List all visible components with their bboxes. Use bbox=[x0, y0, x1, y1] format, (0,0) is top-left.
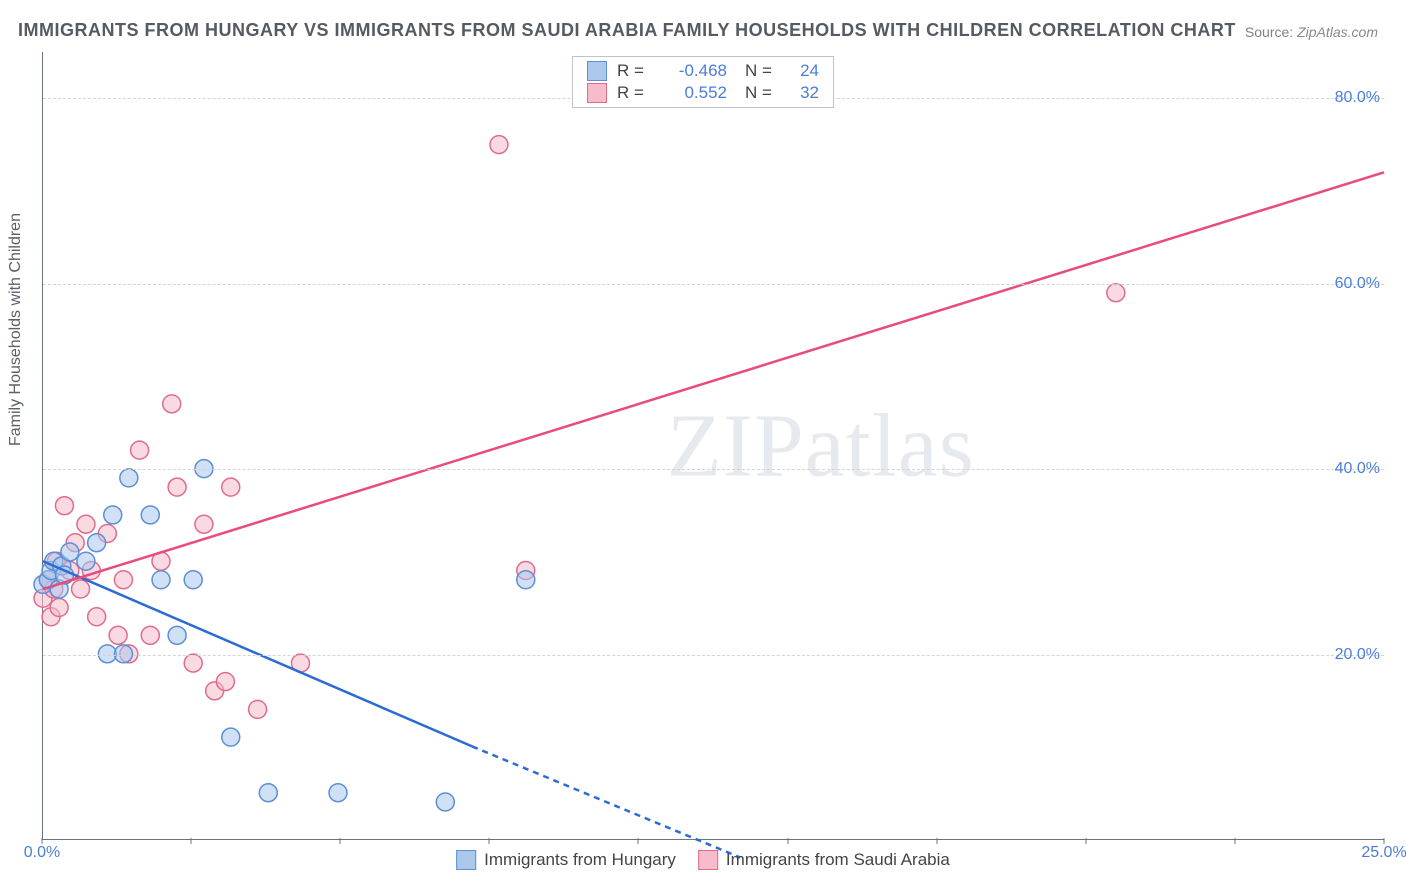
source-attribution: Source: ZipAtlas.com bbox=[1245, 24, 1378, 40]
data-point bbox=[141, 506, 159, 524]
scatter-plot-svg bbox=[43, 52, 1384, 839]
data-point bbox=[109, 626, 127, 644]
data-point bbox=[163, 395, 181, 413]
chart-plot-area: ZIPatlas bbox=[42, 52, 1384, 840]
gridline bbox=[43, 469, 1384, 470]
n-value: 24 bbox=[789, 61, 819, 81]
r-value: -0.468 bbox=[661, 61, 727, 81]
data-point bbox=[222, 728, 240, 746]
chart-title: IMMIGRANTS FROM HUNGARY VS IMMIGRANTS FR… bbox=[18, 20, 1236, 41]
x-tick-mark bbox=[936, 838, 937, 844]
data-point bbox=[141, 626, 159, 644]
gridline bbox=[43, 284, 1384, 285]
y-tick-label: 40.0% bbox=[1335, 460, 1380, 478]
legend-label: Immigrants from Saudi Arabia bbox=[726, 850, 950, 870]
data-point bbox=[88, 608, 106, 626]
data-point bbox=[61, 543, 79, 561]
legend-item: Immigrants from Saudi Arabia bbox=[698, 850, 950, 870]
data-point bbox=[104, 506, 122, 524]
data-point bbox=[249, 700, 267, 718]
data-point bbox=[168, 478, 186, 496]
legend-item: Immigrants from Hungary bbox=[456, 850, 676, 870]
source-label: Source: bbox=[1245, 24, 1293, 40]
x-tick-label: 0.0% bbox=[24, 844, 60, 862]
data-point bbox=[55, 497, 73, 515]
n-value: 32 bbox=[789, 83, 819, 103]
y-axis-label: Family Households with Children bbox=[7, 213, 25, 446]
legend-swatch bbox=[587, 61, 607, 81]
r-label: R = bbox=[617, 61, 651, 81]
x-tick-mark bbox=[489, 838, 490, 844]
data-point bbox=[195, 515, 213, 533]
correlation-legend: R = -0.468 N = 24 R = 0.552 N = 32 bbox=[572, 56, 834, 108]
legend-label: Immigrants from Hungary bbox=[484, 850, 676, 870]
data-point bbox=[216, 673, 234, 691]
n-label: N = bbox=[745, 61, 779, 81]
y-tick-label: 80.0% bbox=[1335, 89, 1380, 107]
x-tick-mark bbox=[638, 838, 639, 844]
x-tick-label: 25.0% bbox=[1361, 844, 1406, 862]
data-point bbox=[490, 136, 508, 154]
gridline bbox=[43, 655, 1384, 656]
data-point bbox=[259, 784, 277, 802]
x-tick-mark bbox=[191, 838, 192, 844]
x-tick-mark bbox=[787, 838, 788, 844]
data-point bbox=[222, 478, 240, 496]
n-label: N = bbox=[745, 83, 779, 103]
legend-swatch bbox=[456, 850, 476, 870]
trend-line bbox=[472, 746, 740, 857]
data-point bbox=[77, 552, 95, 570]
r-label: R = bbox=[617, 83, 651, 103]
data-point bbox=[517, 571, 535, 589]
data-point bbox=[120, 469, 138, 487]
legend-row: R = -0.468 N = 24 bbox=[573, 60, 833, 82]
data-point bbox=[50, 599, 68, 617]
source-value: ZipAtlas.com bbox=[1297, 24, 1378, 40]
series-legend: Immigrants from Hungary Immigrants from … bbox=[456, 850, 950, 870]
data-point bbox=[329, 784, 347, 802]
y-tick-label: 60.0% bbox=[1335, 275, 1380, 293]
data-point bbox=[114, 571, 132, 589]
data-point bbox=[436, 793, 454, 811]
data-point bbox=[131, 441, 149, 459]
trend-line bbox=[43, 172, 1384, 589]
data-point bbox=[152, 571, 170, 589]
x-tick-mark bbox=[340, 838, 341, 844]
data-point bbox=[88, 534, 106, 552]
legend-swatch bbox=[698, 850, 718, 870]
y-tick-label: 20.0% bbox=[1335, 646, 1380, 664]
x-tick-mark bbox=[1234, 838, 1235, 844]
legend-swatch bbox=[587, 83, 607, 103]
r-value: 0.552 bbox=[661, 83, 727, 103]
data-point bbox=[72, 580, 90, 598]
x-tick-mark bbox=[1085, 838, 1086, 844]
data-point bbox=[184, 571, 202, 589]
legend-row: R = 0.552 N = 32 bbox=[573, 82, 833, 104]
data-point bbox=[168, 626, 186, 644]
data-point bbox=[184, 654, 202, 672]
data-point bbox=[1107, 284, 1125, 302]
data-point bbox=[77, 515, 95, 533]
